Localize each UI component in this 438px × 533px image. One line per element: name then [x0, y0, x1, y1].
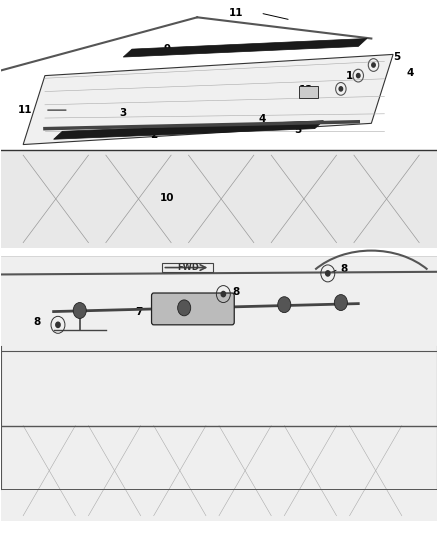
Text: 3: 3 [120, 108, 127, 118]
Text: 6: 6 [173, 301, 180, 311]
Polygon shape [1, 256, 437, 521]
Circle shape [339, 87, 343, 91]
Circle shape [178, 300, 191, 316]
Circle shape [56, 322, 60, 327]
Text: 2: 2 [150, 130, 157, 140]
Text: 4: 4 [259, 114, 266, 124]
Text: 10: 10 [159, 192, 174, 203]
FancyBboxPatch shape [299, 86, 318, 98]
Polygon shape [123, 38, 367, 57]
Circle shape [73, 303, 86, 318]
Text: 8: 8 [33, 317, 41, 327]
FancyBboxPatch shape [152, 293, 234, 325]
Circle shape [325, 271, 330, 276]
Text: 8: 8 [341, 264, 348, 274]
Circle shape [221, 292, 226, 297]
Circle shape [372, 63, 375, 67]
Polygon shape [1, 150, 437, 248]
Text: 12: 12 [299, 85, 313, 95]
Text: 7: 7 [135, 306, 143, 317]
Text: 5: 5 [393, 52, 400, 62]
Text: 8: 8 [232, 287, 239, 297]
Polygon shape [23, 54, 393, 144]
Text: 11: 11 [229, 8, 243, 18]
Text: 5: 5 [294, 125, 301, 135]
Text: 1: 1 [346, 70, 353, 80]
Polygon shape [53, 120, 323, 139]
Text: 9: 9 [163, 44, 170, 54]
Circle shape [357, 74, 360, 78]
Text: FWD: FWD [177, 263, 199, 272]
Circle shape [278, 297, 291, 313]
Text: 11: 11 [18, 105, 32, 115]
Circle shape [334, 295, 347, 311]
Text: 4: 4 [406, 68, 413, 78]
